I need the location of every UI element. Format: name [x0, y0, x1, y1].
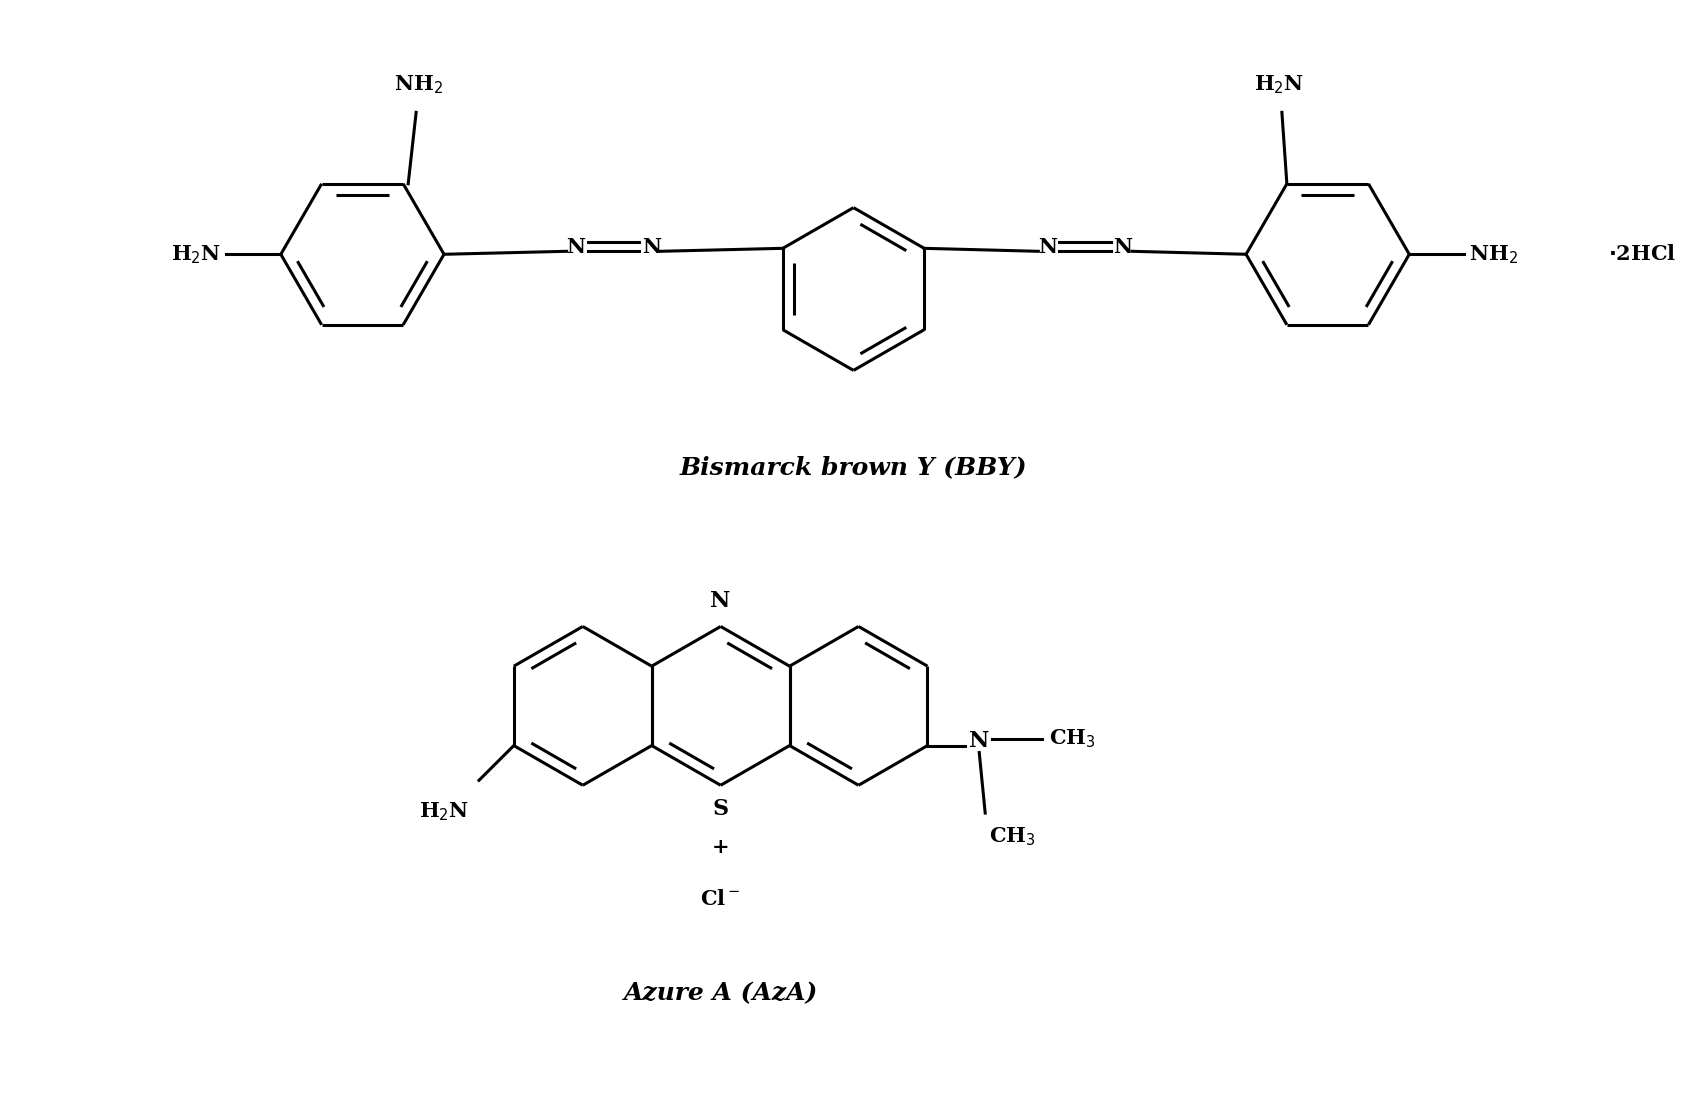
Text: Bismarck brown Y (BBY): Bismarck brown Y (BBY): [679, 456, 1028, 479]
Text: Azure A (AzA): Azure A (AzA): [623, 982, 818, 1005]
Text: $\mathbf{\cdot}$2HCl: $\mathbf{\cdot}$2HCl: [1608, 245, 1676, 265]
Text: N: N: [1113, 237, 1132, 257]
Text: N: N: [567, 237, 586, 257]
Text: CH$_3$: CH$_3$: [1048, 727, 1096, 749]
Text: N: N: [1038, 237, 1057, 257]
Text: H$_2$N: H$_2$N: [1255, 73, 1304, 97]
Text: NH$_2$: NH$_2$: [1470, 244, 1518, 266]
Text: H$_2$N: H$_2$N: [418, 801, 469, 823]
Text: +: +: [712, 837, 729, 857]
Text: N: N: [970, 729, 990, 752]
Text: H$_2$N: H$_2$N: [171, 244, 222, 266]
Text: S: S: [712, 798, 729, 821]
Text: Cl$^-$: Cl$^-$: [700, 890, 741, 910]
Text: N: N: [642, 237, 661, 257]
Text: CH$_3$: CH$_3$: [988, 825, 1036, 847]
Text: N: N: [710, 589, 731, 612]
Text: NH$_2$: NH$_2$: [394, 73, 442, 97]
